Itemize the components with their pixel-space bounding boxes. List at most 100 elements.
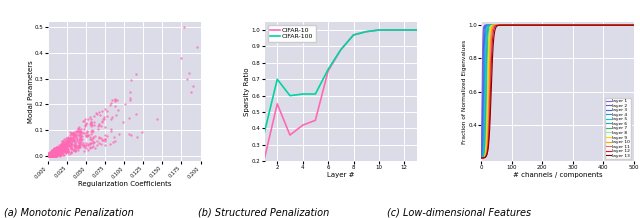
Point [45,153,56,156]
layer 2 [557,24,565,26]
Point [44,154,54,158]
Point [54,152,64,156]
Point [45,153,55,157]
Point [54,154,65,157]
Point [47,152,57,156]
Point [71,132,81,135]
Point [62,140,72,143]
Point [44,153,54,157]
Point [44,154,54,158]
Point [63,144,74,148]
Point [125,90,136,94]
Point [186,90,196,93]
layer 9 [510,24,518,26]
Point [87,145,97,149]
Point [74,136,84,140]
Point [76,137,86,141]
Point [100,143,110,147]
Point [58,149,68,152]
Point [52,152,63,156]
Point [58,148,68,152]
Point [68,138,79,142]
Point [44,154,54,157]
Point [71,140,81,143]
Point [58,146,68,150]
CIFAR-10 [388,29,396,31]
Point [58,146,68,150]
Point [51,146,61,150]
Point [46,152,56,156]
layer 1 [477,157,485,159]
Point [57,149,67,153]
Point [55,144,65,148]
Point [49,154,60,158]
Point [58,142,68,146]
Point [61,141,72,145]
Point [54,145,64,148]
Point [58,153,68,156]
Point [59,145,69,149]
Point [52,146,62,150]
Point [102,114,112,118]
Point [69,131,79,135]
Point [49,154,59,158]
Point [53,149,63,152]
Point [99,115,109,118]
Point [47,154,58,158]
Point [61,149,71,153]
Point [51,152,61,156]
Point [112,98,122,102]
Point [52,151,62,154]
layer 10 [602,24,610,26]
Point [60,151,70,154]
layer 9 [557,24,565,26]
Point [59,153,69,157]
layer 13 [557,24,565,26]
Point [49,151,59,154]
Point [49,153,60,156]
Point [56,144,66,148]
Point [47,151,57,155]
Point [47,152,57,155]
layer 4 [630,24,637,26]
Point [74,145,84,149]
Point [47,154,57,157]
Point [70,144,80,148]
Point [63,138,73,141]
Point [74,138,84,142]
Point [44,152,54,155]
Point [64,141,74,144]
Point [45,154,55,157]
Point [46,152,56,156]
Point [78,142,88,145]
Point [85,146,95,150]
Point [47,149,57,153]
Point [85,122,95,125]
layer 6 [561,24,568,26]
Point [111,113,121,116]
Point [83,143,93,146]
Point [58,145,68,149]
Point [45,151,55,155]
Point [49,153,59,156]
Point [64,152,74,155]
Point [58,145,68,148]
Point [65,137,75,140]
Point [79,143,89,147]
Line: layer 11: layer 11 [481,25,634,158]
Point [72,136,82,140]
Point [44,152,54,155]
Point [108,141,118,144]
Point [57,144,67,147]
Point [73,145,83,149]
layer 7 [477,157,485,159]
Point [86,129,96,132]
Point [54,147,64,150]
Point [45,151,55,155]
Point [52,146,63,150]
Point [80,123,90,126]
Point [61,142,72,146]
Point [49,150,60,153]
X-axis label: Regularization Coefficients: Regularization Coefficients [77,181,171,187]
Point [52,145,63,148]
